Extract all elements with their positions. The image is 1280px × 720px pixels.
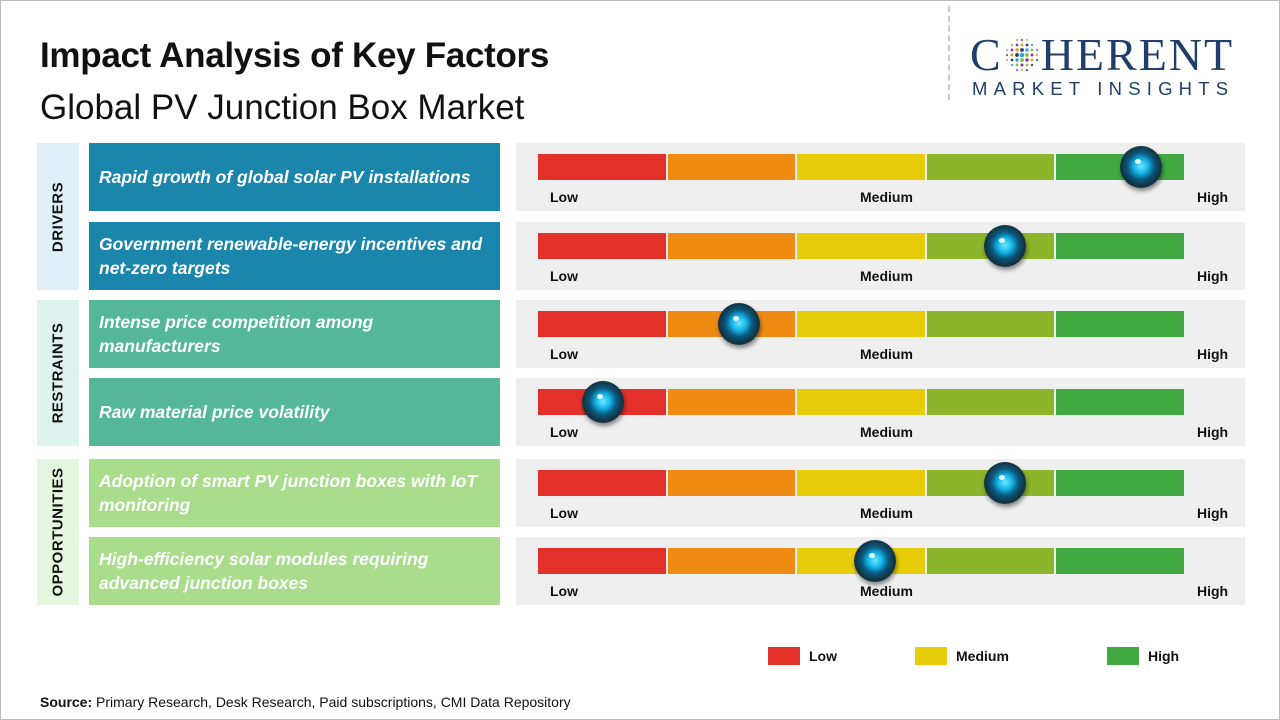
page-subtitle: Global PV Junction Box Market [40,88,525,127]
group-label-text: DRIVERS [49,181,67,252]
group-label-text: RESTRAINTS [49,322,67,424]
group-label-text: OPPORTUNITIES [49,467,67,597]
scale-medium-label: Medium [860,424,913,440]
scale-low-label: Low [550,346,578,362]
scale-high-label: High [1197,424,1229,440]
impact-scale-segment [1056,389,1184,415]
impact-marker [853,540,896,582]
scale-high-label: High [1197,189,1229,205]
factor-label: Rapid growth of global solar PV installa… [89,143,500,211]
impact-scale-segment [797,389,925,415]
impact-scale-segment [538,548,666,574]
logo-letter: C [970,29,1003,80]
legend-swatch-low [768,647,800,665]
factor-text: Adoption of smart PV junction boxes with… [99,471,478,515]
logo-wordmark: C HERENT [970,30,1234,80]
source-label: Source: [40,694,93,710]
scale-low-label: Low [550,268,578,284]
legend-label-medium: Medium [956,648,1009,664]
scale-medium-label: Medium [860,505,913,521]
factor-text: Raw material price volatility [99,402,330,422]
factor-text: High-efficiency solar modules requiring … [99,549,429,593]
scale-high-label: High [1197,505,1229,521]
impact-scale-segment [1056,311,1184,337]
factor-label: Adoption of smart PV junction boxes with… [89,459,500,527]
impact-scale-segment [538,311,666,337]
impact-scale-segment [667,154,796,180]
impact-marker [983,462,1026,504]
impact-scale-segment [667,233,796,259]
impact-scale-segment [797,311,925,337]
scale-low-label: Low [550,424,578,440]
factor-label: Raw material price volatility [89,378,500,446]
impact-marker [1119,146,1162,188]
scale-low-label: Low [550,505,578,521]
scale-high-label: High [1197,346,1229,362]
impact-scale-segment [667,548,796,574]
scale-low-label: Low [550,189,578,205]
logo-tagline: MARKET INSIGHTS [972,78,1235,99]
logo-globe-icon [1004,33,1040,72]
impact-scale-segment [538,154,666,180]
impact-scale-segment [667,470,796,496]
group-label-opportunities: OPPORTUNITIES [37,459,79,605]
impact-marker [581,381,624,423]
impact-scale-segment [1056,470,1184,496]
legend-swatch-high [1107,647,1139,665]
impact-scale-segment [538,470,666,496]
page-title: Impact Analysis of Key Factors [40,36,550,75]
impact-scale-segment [926,548,1055,574]
factor-label: Intense price competition among manufact… [89,300,500,368]
impact-scale-segment [797,154,925,180]
scale-medium-label: Medium [860,583,913,599]
factor-text: Rapid growth of global solar PV installa… [99,167,471,187]
impact-scale-segment [1056,548,1184,574]
logo-letters: HERENT [1040,29,1235,80]
impact-marker [717,303,760,345]
impact-scale-segment [926,389,1055,415]
impact-scale-segment [1056,233,1184,259]
factor-label: High-efficiency solar modules requiring … [89,537,500,605]
impact-scale-segment [667,389,796,415]
scale-high-label: High [1197,268,1229,284]
source-text: Primary Research, Desk Research, Paid su… [96,694,571,710]
scale-low-label: Low [550,583,578,599]
legend-swatch-medium [915,647,947,665]
impact-scale-segment [926,311,1055,337]
scale-high-label: High [1197,583,1229,599]
factor-text: Intense price competition among manufact… [99,312,374,356]
legend-label-high: High [1148,648,1180,664]
factor-text: Government renewable-energy incentives a… [99,234,483,278]
impact-scale-segment [538,233,666,259]
impact-scale-segment [797,470,925,496]
company-logo: C HERENT MARKET INSIGHTS [970,30,1262,100]
scale-medium-label: Medium [860,268,913,284]
logo-divider [948,6,950,100]
legend-label-low: Low [809,648,837,664]
scale-medium-label: Medium [860,346,913,362]
impact-scale-segment [926,154,1055,180]
scale-medium-label: Medium [860,189,913,205]
source-note: Source: Primary Research, Desk Research,… [40,694,571,710]
group-label-restraints: RESTRAINTS [37,300,79,446]
impact-marker [983,225,1026,267]
group-label-drivers: DRIVERS [37,143,79,290]
factor-label: Government renewable-energy incentives a… [89,222,500,290]
impact-scale-segment [797,233,925,259]
